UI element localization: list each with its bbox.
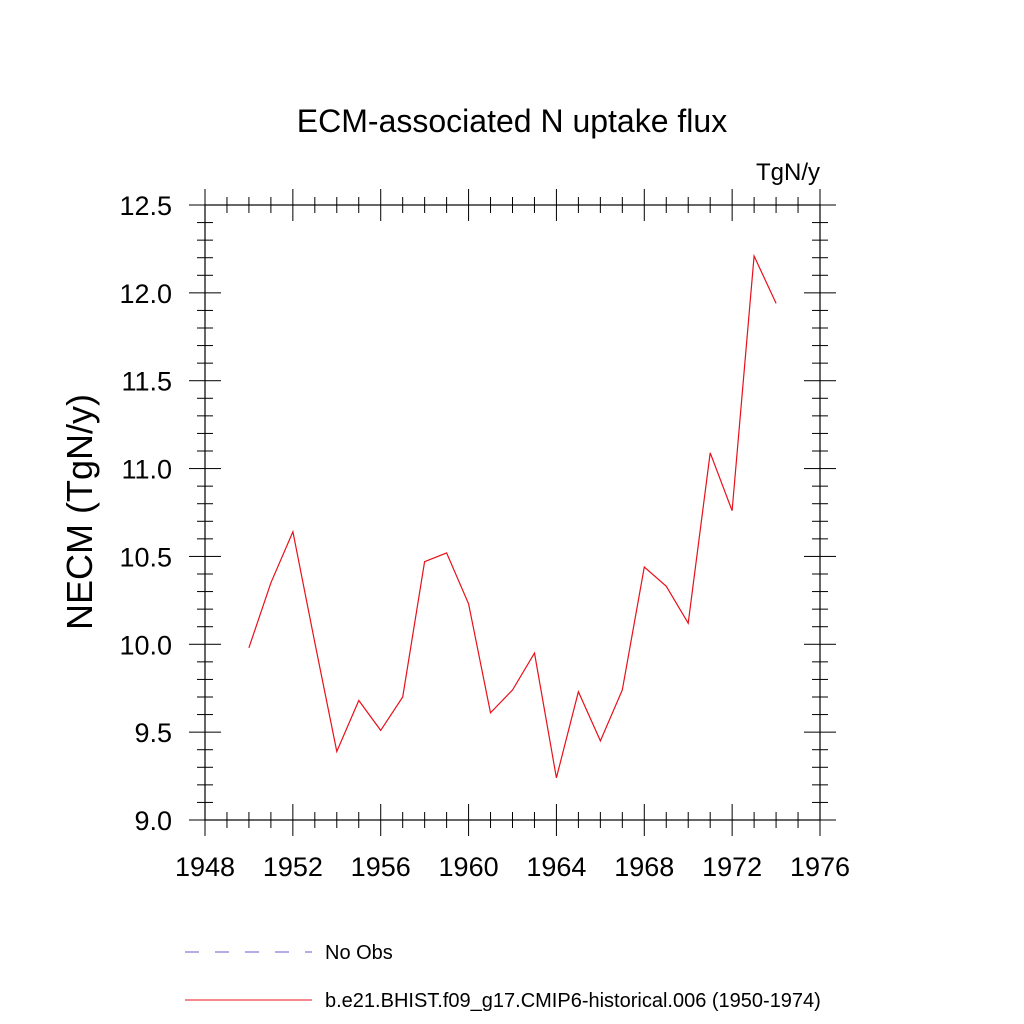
y-tick-label: 9.5 <box>134 718 172 748</box>
data-point <box>752 253 757 258</box>
plot-frame <box>204 204 821 821</box>
y-tick-label: 10.5 <box>119 542 172 572</box>
y-tick-label: 11.5 <box>121 367 172 397</box>
data-point <box>334 749 339 754</box>
y-tick-label: 10.0 <box>119 630 172 660</box>
x-tick-label: 1952 <box>263 852 323 882</box>
data-point <box>312 640 317 645</box>
data-point <box>642 564 647 569</box>
data-point <box>510 687 515 692</box>
data-point <box>246 645 251 650</box>
data-point <box>356 698 361 703</box>
x-tick-label: 1948 <box>175 852 235 882</box>
y-tick-label: 12.5 <box>119 191 172 221</box>
axis-ticks <box>189 189 836 836</box>
data-point <box>400 695 405 700</box>
y-tick-label: 12.0 <box>119 279 172 309</box>
data-point <box>422 559 427 564</box>
data-point <box>554 775 559 780</box>
series-line <box>248 253 777 778</box>
data-point <box>686 621 691 626</box>
data-point <box>576 689 581 694</box>
chart-title: ECM-associated N uptake flux <box>297 103 727 139</box>
data-point <box>488 710 493 715</box>
data-point <box>444 550 449 555</box>
x-tick-label: 1956 <box>351 852 411 882</box>
data-point <box>730 508 735 513</box>
units-label: TgN/y <box>756 159 820 186</box>
data-point <box>532 651 537 656</box>
data-point <box>664 584 669 589</box>
data-point <box>290 529 295 534</box>
y-axis-label: NECM (TgN/y) <box>59 394 100 630</box>
series-layer <box>246 253 779 780</box>
data-point <box>378 728 383 733</box>
legend-label: No Obs <box>325 942 393 964</box>
data-point <box>598 738 603 743</box>
data-point <box>268 580 273 585</box>
y-tick-label: 11.0 <box>121 455 172 485</box>
data-point <box>708 450 713 455</box>
legend: No Obs b.e21.BHIST.f09_g17.CMIP6-historic… <box>185 942 821 1012</box>
x-tick-label: 1968 <box>614 852 674 882</box>
legend-label: b.e21.BHIST.f09_g17.CMIP6-historical.006… <box>325 990 821 1012</box>
x-tick-label: 1964 <box>526 852 586 882</box>
data-point <box>774 301 779 306</box>
x-tick-label: 1960 <box>439 852 499 882</box>
x-tick-labels: 1948 1952 1956 1960 1964 1968 1972 1976 <box>175 852 850 882</box>
y-tick-labels: 9.0 9.5 10.0 10.5 11.0 11.5 12.0 12.5 <box>119 191 172 836</box>
data-point <box>620 687 625 692</box>
x-tick-label: 1976 <box>790 852 850 882</box>
data-point <box>466 601 471 606</box>
x-tick-label: 1972 <box>702 852 762 882</box>
y-tick-label: 9.0 <box>134 806 172 836</box>
